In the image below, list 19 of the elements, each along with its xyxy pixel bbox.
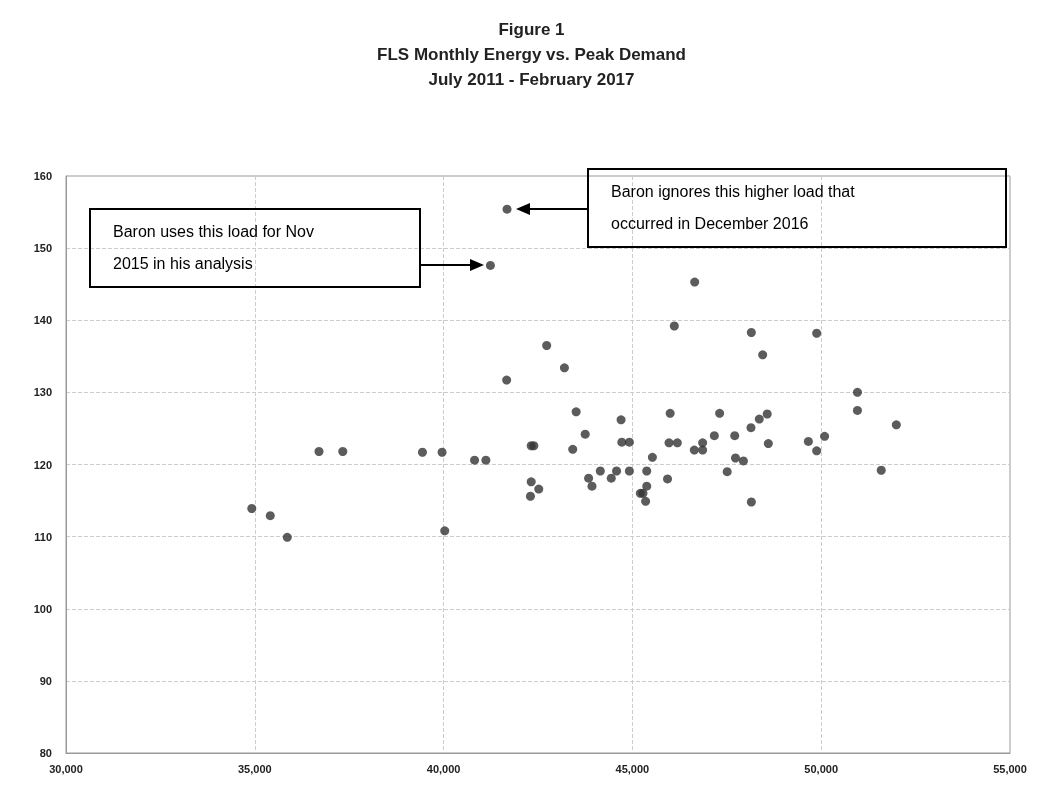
callout-box: Baron uses this load for Nov 2015 in his analysis [89, 208, 421, 288]
y-tick-label: 120 [33, 458, 52, 471]
y-tick-label: 140 [33, 314, 52, 327]
x-tick-label: 40,000 [426, 762, 461, 775]
y-tick-label: 110 [34, 530, 52, 543]
x-tick-label: 30,000 [49, 762, 83, 775]
chart-subtitle: FLS Monthly Energy vs. Peak Demand July 2011 - February 2017 [377, 45, 686, 89]
x-tick-label: 50,000 [804, 762, 839, 775]
y-tick-label: 100 [33, 602, 52, 615]
y-tick-label: 90 [39, 674, 52, 687]
x-tick-label: 55,000 [993, 762, 1027, 775]
y-tick-label: 80 [39, 747, 52, 759]
y-tick-label: 150 [33, 242, 52, 255]
x-tick-label: 35,000 [237, 762, 272, 775]
x-tick-label: 45,000 [615, 762, 650, 775]
chart-title: Figure 1 [498, 20, 565, 39]
y-tick-label: 130 [33, 386, 52, 399]
y-tick-label: 160 [33, 170, 52, 182]
callout-box: Baron ignores this higher load that occurred in December 2016 [587, 168, 1007, 248]
